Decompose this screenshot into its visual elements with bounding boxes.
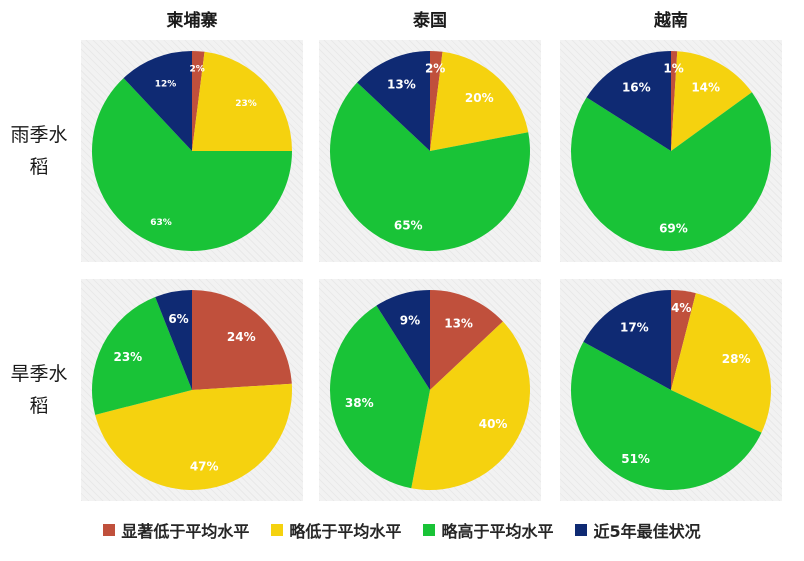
pie-label-slightly-above: 65% [394,218,423,232]
pie-chart-cambodia-dry: 24% 47% 23% 6% [92,290,292,490]
pie-label-best-5yr: 17% [620,321,649,335]
pie-panel-cambodia-wet: 2% 23% 63% 12% [81,40,303,262]
column-title-vietnam: 越南 [654,11,688,31]
pie-slice-slightly-above [91,78,292,252]
pie-slice-significantly-below [671,290,696,390]
pie-label-significantly-below: 1% [663,62,683,76]
pie-label-best-5yr: 13% [387,77,416,91]
pie-chart-thailand-dry: 13% 40% 38% 9% [330,290,530,490]
pie-label-best-5yr: 12% [155,80,177,90]
pie-label-slightly-below: 47% [190,460,219,474]
legend-swatch-significantly-below [103,524,116,536]
pie-slice-slightly-above [92,297,192,415]
pie-label-slightly-below: 14% [691,80,720,94]
pie-slice-slightly-below [430,51,529,151]
pie-slice-significantly-below [192,290,292,390]
pie-label-best-5yr: 16% [622,80,651,94]
pie-label-significantly-below: 24% [227,330,256,344]
pie-slice-significantly-below [430,290,503,390]
pie-label-slightly-above: 63% [150,218,172,228]
column-title-cambodia: 柬埔寨 [166,11,218,31]
pie-label-slightly-below: 20% [465,91,494,105]
legend-label-slightly-above: 略高于平均水平 [441,522,554,541]
pie-panel-vietnam-dry: 4% 28% 51% 17% [560,279,782,501]
pie-slice-slightly-above [571,341,762,491]
legend-swatch-slightly-below [271,524,284,536]
pie-slice-significantly-below [671,51,678,151]
pie-label-best-5yr: 6% [168,312,188,326]
legend-item-significantly-below: 显著低于平均水平 [103,518,249,542]
pie-panel-vietnam-wet: 1% 14% 69% 16% [560,40,782,262]
pie-label-slightly-above: 51% [621,452,650,466]
pie-slice-best-5yr [376,290,430,390]
pie-label-best-5yr: 9% [400,313,420,327]
pie-chart-thailand-wet: 2% 20% 65% 13% [330,51,530,251]
pie-label-significantly-below: 4% [671,301,691,315]
pie-slice-best-5yr [357,51,430,151]
pie-slice-significantly-below [430,51,443,151]
pie-panel-thailand-wet: 2% 20% 65% 13% [319,40,541,262]
pie-label-slightly-above: 23% [113,350,142,364]
pie-slice-slightly-below [192,51,292,151]
pie-label-significantly-below: 13% [444,316,473,330]
legend-swatch-best-5yr [575,524,588,536]
pie-label-significantly-below: 2% [425,62,445,76]
legend-label-slightly-below: 略低于平均水平 [289,522,402,541]
pie-slice-slightly-below [411,321,530,490]
legend-item-slightly-below: 略低于平均水平 [271,518,401,542]
pie-slice-slightly-above [571,92,771,252]
pie-panel-thailand-dry: 13% 40% 38% 9% [319,279,541,501]
pie-label-slightly-below: 23% [235,99,257,109]
row-label-wet-season: 雨季水稻 [10,124,68,178]
pie-slice-slightly-below [671,51,752,151]
pie-slice-significantly-below [192,51,205,151]
legend-label-best-5yr: 近5年最佳状况 [593,522,701,541]
pie-slice-slightly-below [95,383,292,490]
pie-slice-best-5yr [123,51,192,151]
pie-label-slightly-below: 28% [722,352,751,366]
pie-label-slightly-above: 38% [345,396,374,410]
row-label-dry-season: 旱季水稻 [10,363,68,417]
pie-slice-best-5yr [155,290,192,390]
legend-label-significantly-below: 显著低于平均水平 [121,522,250,541]
pie-slice-best-5yr [586,51,671,151]
pie-label-slightly-below: 40% [479,417,508,431]
legend-item-slightly-above: 略高于平均水平 [423,518,553,542]
pie-label-slightly-above: 69% [659,221,688,235]
legend-item-best-5yr: 近5年最佳状况 [575,518,701,542]
legend: 显著低于平均水平 略低于平均水平 略高于平均水平 近5年最佳状况 [0,518,804,542]
pie-panel-cambodia-dry: 24% 47% 23% 6% [81,279,303,501]
pie-slice-slightly-above [330,305,430,489]
pie-slice-slightly-above [330,82,530,251]
pie-chart-cambodia-wet: 2% 23% 63% 12% [91,51,292,252]
pie-chart-vietnam-dry: 4% 28% 51% 17% [571,290,771,491]
pie-slice-best-5yr [583,290,671,390]
pie-chart-vietnam-wet: 1% 14% 69% 16% [571,51,771,252]
pie-slice-slightly-below [671,293,771,433]
column-title-thailand: 泰国 [413,11,447,31]
legend-swatch-slightly-above [423,524,436,536]
pie-label-significantly-below: 2% [190,65,205,75]
